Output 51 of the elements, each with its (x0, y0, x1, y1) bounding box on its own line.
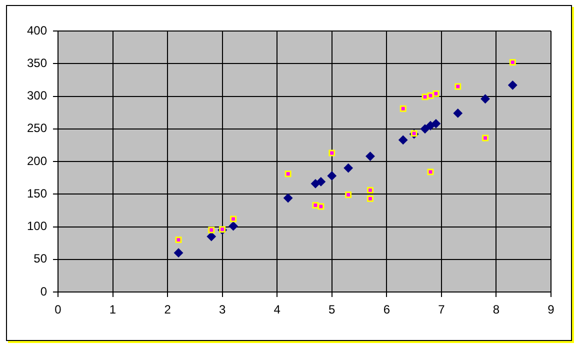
point (454, 83, 462, 90)
point (318, 203, 324, 210)
x-tick-label: 3 (218, 302, 226, 317)
point (482, 134, 488, 142)
point (422, 94, 428, 100)
point (312, 202, 319, 208)
point (431, 119, 440, 128)
y-tick-label: 0 (40, 284, 48, 298)
point (427, 168, 434, 176)
point (175, 236, 182, 244)
y-tick-label: 300 (26, 88, 48, 103)
point (426, 121, 435, 130)
point (398, 135, 408, 144)
point (206, 232, 216, 242)
x-tick-label: 9 (548, 302, 555, 317)
x-tick-label: 1 (109, 302, 116, 317)
point (284, 194, 293, 203)
point (174, 248, 184, 258)
x-tick-label: 2 (164, 302, 172, 317)
point (208, 226, 215, 234)
x-tick-label: 6 (383, 302, 390, 317)
point (420, 124, 430, 134)
point (328, 150, 336, 156)
point (509, 59, 516, 66)
y-tick-label: 50 (34, 252, 48, 266)
x-tick-label: 5 (328, 302, 336, 317)
y-tick-label: 250 (26, 121, 48, 136)
x-tick-label: 7 (438, 302, 446, 317)
point (228, 222, 238, 231)
point (327, 171, 336, 180)
y-tick-label: 150 (26, 186, 48, 200)
point (432, 90, 440, 97)
y-tick-label: 350 (26, 56, 48, 70)
point (367, 195, 374, 202)
x-tick-label: 0 (54, 302, 62, 317)
point (284, 170, 292, 178)
point (367, 186, 374, 194)
point (508, 80, 518, 90)
x-tick-label: 4 (274, 302, 281, 317)
y-tick-label: 400 (26, 23, 48, 38)
point (366, 152, 375, 161)
y-tick-label: 100 (26, 219, 48, 234)
point (400, 105, 406, 112)
point (230, 216, 237, 222)
point (344, 164, 353, 173)
y-tick-label: 200 (26, 154, 48, 168)
point (345, 192, 352, 198)
point (316, 177, 326, 186)
point (453, 108, 462, 118)
point (480, 94, 490, 104)
x-tick-label: 8 (492, 302, 500, 317)
